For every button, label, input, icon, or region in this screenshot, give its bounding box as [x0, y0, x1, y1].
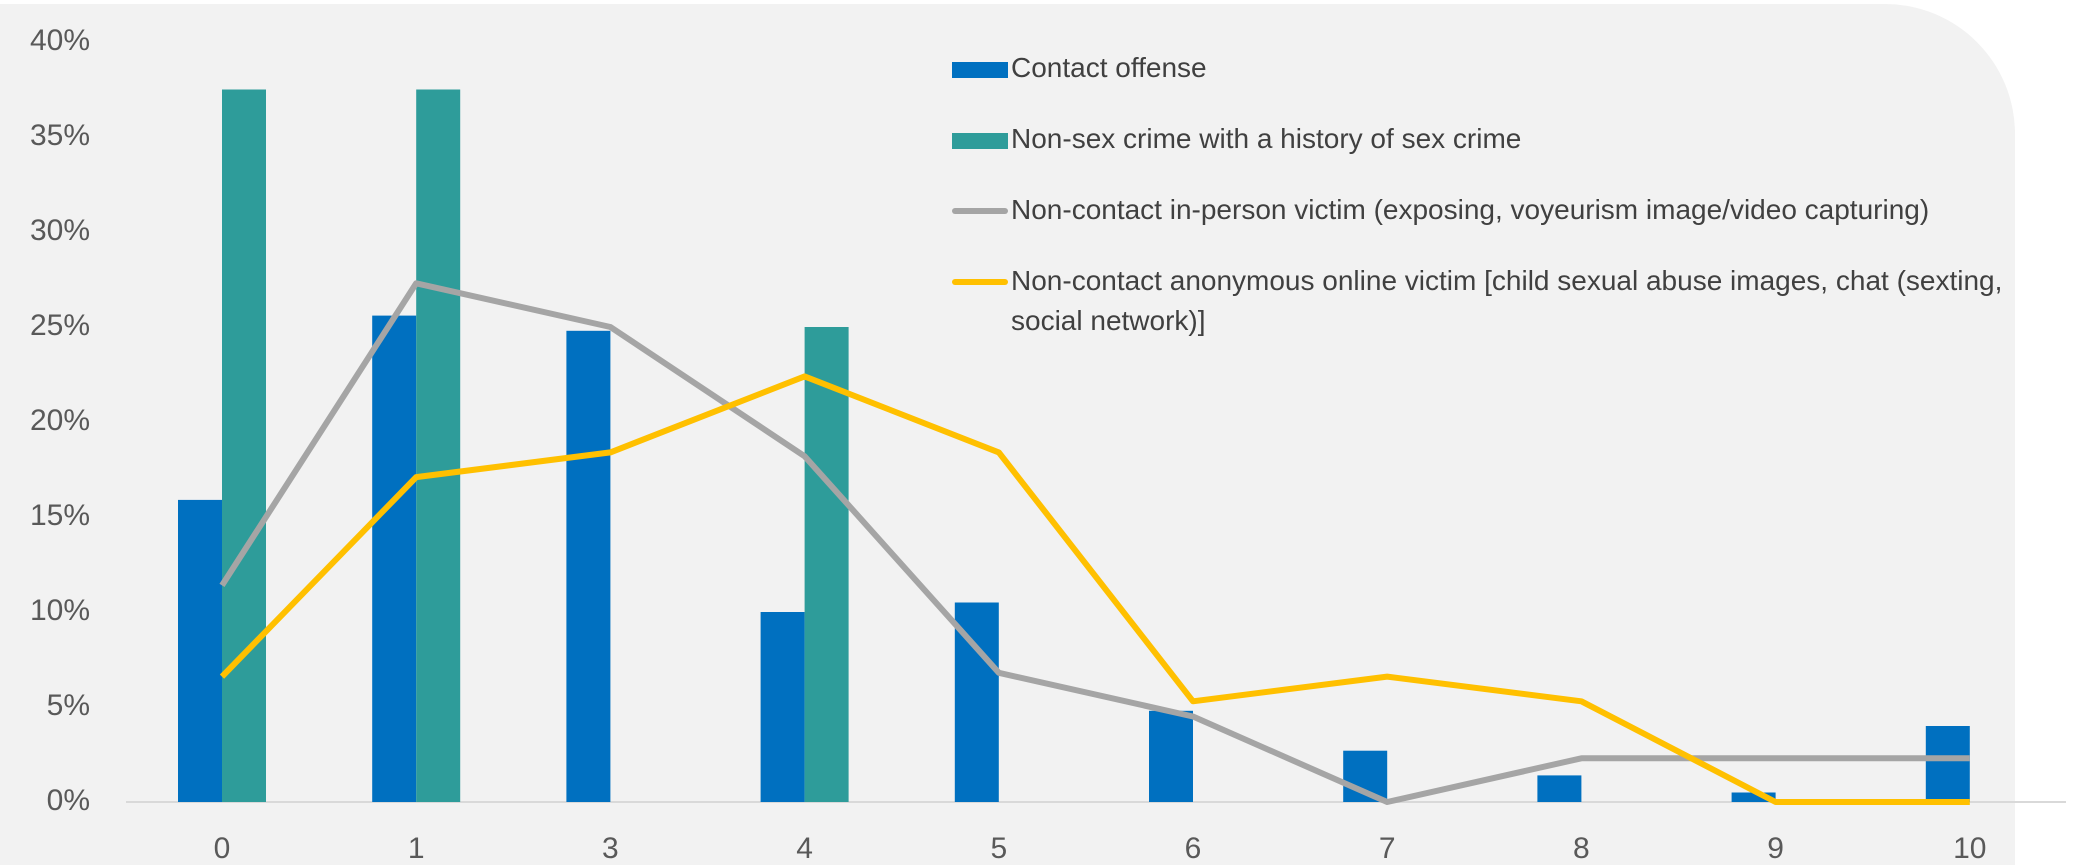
bar — [1537, 775, 1582, 802]
bar — [1149, 710, 1193, 802]
y-tick-label: 30% — [30, 214, 90, 247]
legend-swatch — [952, 208, 1008, 214]
x-tick-label: 3 — [602, 832, 619, 865]
legend-label: Non-contact in-person victim (exposing, … — [1011, 194, 1930, 225]
chart-background — [0, 4, 2015, 865]
bar — [178, 499, 222, 802]
legend-item: Contact offense — [952, 48, 2052, 88]
x-tick-label: 8 — [1573, 832, 1590, 865]
legend-swatch — [952, 133, 1008, 149]
legend-item: Non-contact anonymous online victim [chi… — [952, 261, 2052, 341]
legend-item: Non-sex crime with a history of sex crim… — [952, 119, 2052, 159]
bar — [760, 612, 805, 802]
bar — [804, 327, 849, 802]
x-tick-label: 6 — [1185, 832, 1202, 865]
y-tick-label: 15% — [30, 499, 90, 532]
x-tick-label: 4 — [796, 832, 813, 865]
legend: Contact offense Non-sex crime with a hist… — [952, 48, 2052, 372]
x-tick-label: 9 — [1767, 832, 1784, 865]
line-series — [219, 280, 1970, 805]
legend-swatch — [952, 62, 1008, 78]
y-tick-label: 25% — [30, 309, 90, 342]
bar — [222, 89, 266, 802]
legend-item: Non-contact in-person victim (exposing, … — [952, 190, 2052, 230]
legend-label: Contact offense — [1011, 52, 1207, 83]
y-tick-label: 0% — [47, 784, 90, 817]
bar — [566, 330, 611, 802]
bar — [1925, 726, 1970, 802]
x-tick-label: 1 — [408, 832, 425, 865]
x-tick-label: 0 — [214, 832, 231, 865]
legend-label: Non-contact anonymous online victim [chi… — [1011, 265, 2003, 336]
y-tick-label: 40% — [30, 24, 90, 57]
bar — [1731, 792, 1776, 802]
bar — [372, 315, 417, 802]
y-tick-label: 20% — [30, 404, 90, 437]
x-tick-label: 7 — [1379, 832, 1396, 865]
x-tick-label: 10 — [1953, 832, 1986, 865]
y-tick-label: 10% — [30, 594, 90, 627]
legend-swatch — [952, 279, 1008, 285]
y-tick-label: 5% — [47, 689, 90, 722]
y-tick-label: 35% — [30, 119, 90, 152]
line-series — [219, 373, 1970, 805]
x-tick-label: 5 — [990, 832, 1007, 865]
bar — [416, 89, 461, 802]
legend-label: Non-sex crime with a history of sex crim… — [1011, 123, 1522, 154]
